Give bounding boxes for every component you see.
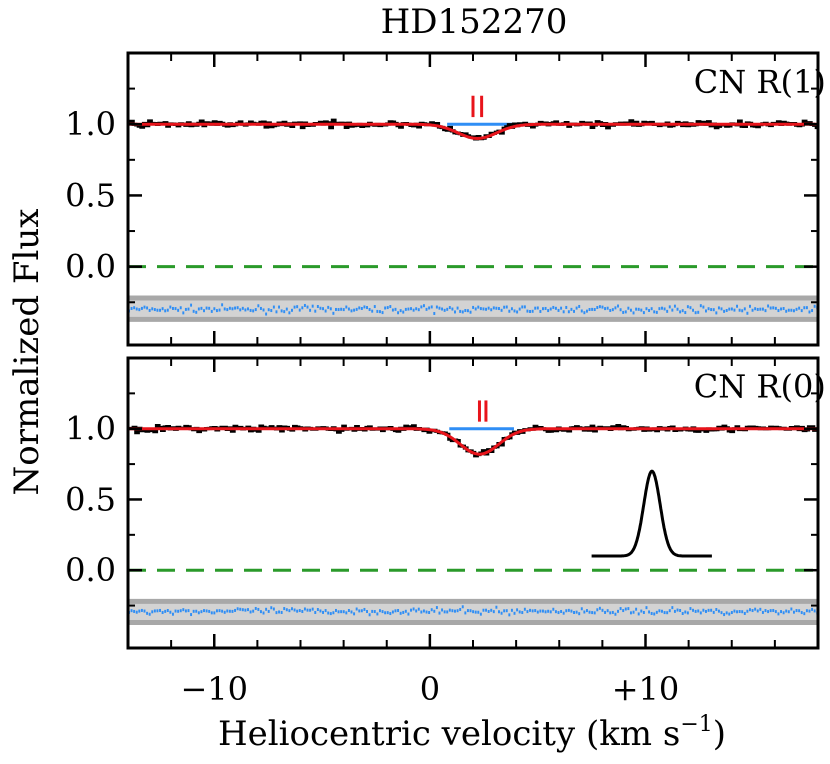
x-tick-label: 0 — [420, 670, 440, 708]
panel-label: CN R(1) — [694, 63, 826, 101]
panel-cn-r1: CN R(1) 0.0 0.5 1.0 — [65, 51, 826, 347]
y-tick-label: 0.0 — [65, 248, 116, 286]
chart-title: HD152270 — [381, 2, 568, 42]
panel-label: CN R(0) — [694, 368, 826, 406]
panel-cn-r0: CN R(0) 0.0 0.5 1.0 — [65, 356, 826, 650]
x-tick-label: −10 — [180, 670, 248, 708]
y-axis-label: Normalized Flux — [7, 209, 47, 496]
x-tick-labels: −10 0 +10 — [180, 670, 679, 708]
model-fit — [128, 122, 817, 141]
instrument-profile — [591, 469, 712, 558]
y-tick-label: 1.0 — [65, 410, 116, 448]
y-tick-label: 0.5 — [65, 480, 116, 518]
x-axis-label-superscript: −1 — [680, 712, 712, 737]
y-tick-label: 1.0 — [65, 105, 116, 143]
x-axis-label-close: ) — [713, 714, 726, 754]
x-axis-label: Heliocentric velocity (km s−1) — [218, 712, 726, 754]
x-axis-label-main: Heliocentric velocity (km s — [218, 714, 680, 754]
y-tick-label: 0.0 — [65, 551, 116, 589]
model-fit — [128, 427, 817, 456]
y-tick-label: 0.5 — [65, 176, 116, 214]
x-tick-label: +10 — [612, 670, 680, 708]
